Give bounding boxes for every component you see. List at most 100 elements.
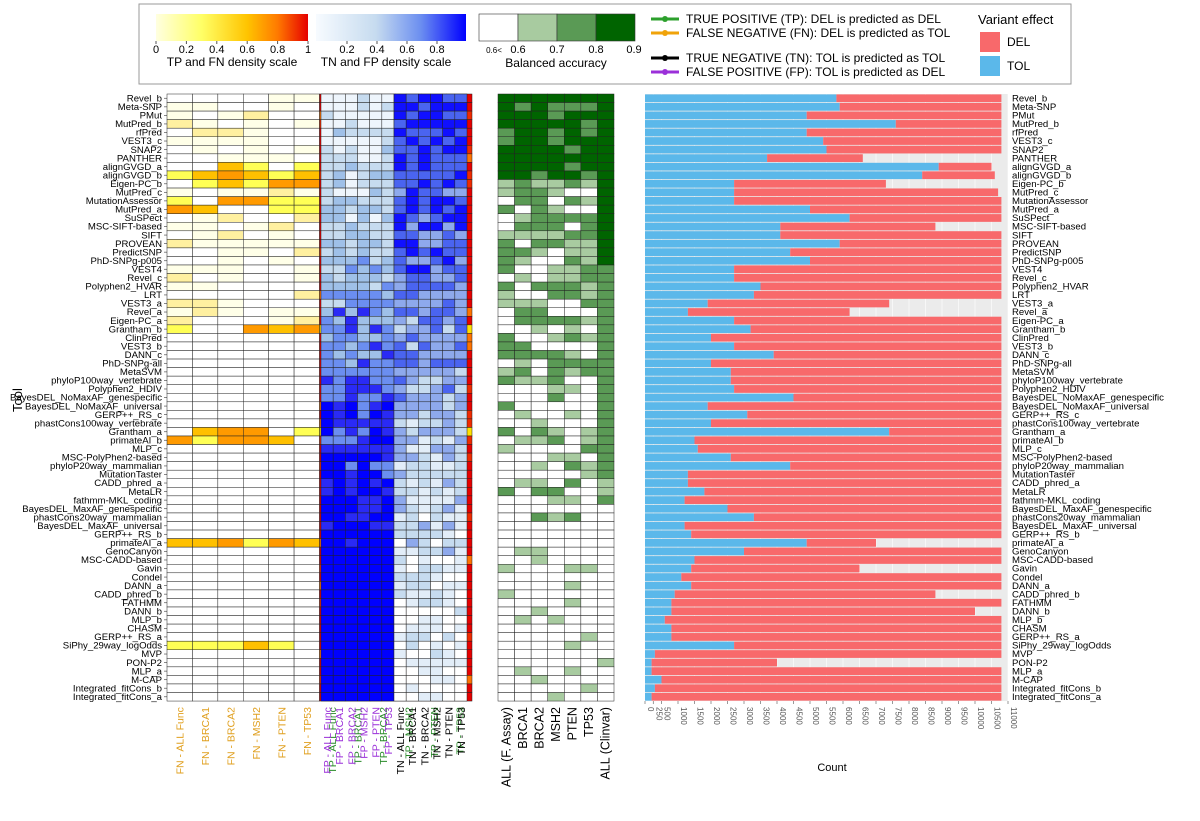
- ba-cell: [597, 623, 615, 633]
- ba-cell: [580, 170, 598, 180]
- ba-cell: [514, 187, 532, 197]
- heat-cell: [393, 675, 407, 685]
- bar-del: [767, 154, 863, 162]
- ba-cell: [530, 127, 548, 137]
- heat-cell: [442, 538, 456, 548]
- ba-cell: [514, 435, 532, 445]
- heat-cell: [192, 350, 219, 360]
- heat-cell: [418, 290, 431, 300]
- heat-cell: [268, 162, 295, 172]
- heat-cell: [381, 478, 395, 488]
- heat-cell: [217, 564, 244, 574]
- heat-cell: [320, 145, 334, 155]
- bar-del: [671, 607, 975, 616]
- heat-cell: [166, 247, 193, 257]
- ba-cell: [530, 239, 548, 249]
- heat-cell: [293, 606, 320, 616]
- heat-cell: [418, 461, 431, 471]
- ba-cell: [580, 649, 598, 659]
- heat-cell: [192, 658, 219, 668]
- tool-label-right: CADD_phred_a: [1012, 478, 1080, 489]
- heat-cell: [405, 521, 419, 531]
- heat-cell: [268, 324, 295, 334]
- heat-cell: [381, 598, 395, 608]
- heat-cell: [345, 333, 358, 343]
- heat-cell: [192, 666, 219, 676]
- heat-cell: [345, 546, 358, 556]
- tool-label-right: SiPhy_29way_logOdds: [1012, 641, 1111, 652]
- tpfn-tick-labels: 0 0.2 0.4 0.6 0.8 1: [153, 41, 311, 56]
- ba-cell: [564, 461, 582, 471]
- heat-cell: [418, 615, 431, 625]
- ba-cell: [497, 495, 515, 505]
- heat-cell: [345, 675, 358, 685]
- heat-cell: [393, 615, 407, 625]
- heat-cell: [357, 598, 370, 608]
- heat-cell: [369, 615, 383, 625]
- heat-cell: [357, 179, 370, 189]
- heat-cell: [430, 196, 443, 206]
- ba-cell: [530, 666, 548, 676]
- heat-cell: [268, 93, 295, 103]
- heat-cell: [268, 179, 295, 189]
- ba-cell: [580, 145, 598, 155]
- bar-tol: [645, 137, 824, 145]
- heat-cell: [430, 162, 443, 172]
- column-label: MSH2: [549, 707, 563, 742]
- heat-cell: [393, 367, 407, 377]
- heat-cell: [320, 529, 334, 539]
- ba-cell: [597, 367, 615, 377]
- ba-cell: [597, 478, 615, 488]
- ba-cell: [597, 487, 615, 497]
- heat-cell: [442, 281, 456, 291]
- heat-cell: [320, 401, 334, 411]
- ba-cell: [530, 110, 548, 120]
- heat-cell: [268, 384, 295, 394]
- heat-cell: [393, 504, 407, 514]
- heat-cell: [442, 675, 456, 685]
- bar-del: [793, 393, 1002, 402]
- tool-label: BayesDEL_MaxAF_universal: [37, 521, 162, 532]
- ba-cell: [547, 333, 565, 343]
- ba-cell: [497, 393, 515, 403]
- heat-cell: [357, 427, 370, 437]
- ba-cell: [514, 546, 532, 556]
- heat-cell: [442, 623, 456, 633]
- ba-cell: [514, 230, 532, 240]
- tnfp-tick: 0.6: [399, 44, 414, 56]
- heat-cell: [418, 452, 431, 462]
- heat-cell: [320, 204, 334, 214]
- ba-cell: [597, 153, 615, 163]
- heat-cell: [293, 427, 320, 437]
- heat-cell: [320, 256, 334, 266]
- heat-cell: [192, 444, 219, 454]
- heat-cell: [369, 393, 383, 403]
- heat-cell: [405, 127, 419, 137]
- column-label: TN - MSH2: [432, 707, 444, 760]
- heat-cell: [345, 290, 358, 300]
- ba-cell: [597, 110, 615, 120]
- ba-cell: [497, 598, 515, 608]
- heat-cell: [243, 564, 269, 574]
- heat-cell: [320, 307, 334, 317]
- ba-cell: [514, 145, 532, 155]
- heat-cell: [192, 230, 219, 240]
- heat-cell: [268, 666, 295, 676]
- ba-cell: [580, 478, 598, 488]
- heat-cell: [243, 187, 269, 197]
- heat-cell: [381, 145, 395, 155]
- heat-cell: [166, 367, 193, 377]
- heat-cell: [192, 316, 219, 326]
- bar-tol: [645, 496, 685, 504]
- tool-label: Meta-SNP: [118, 102, 162, 113]
- heat-cell: [430, 367, 443, 377]
- ba-cell: [564, 649, 582, 659]
- heat-cell: [243, 204, 269, 214]
- heat-cell: [192, 589, 219, 599]
- heat-cell: [293, 102, 320, 112]
- ba-cell: [547, 222, 565, 232]
- heat-cell: [345, 649, 358, 659]
- ba-cell: [547, 632, 565, 642]
- ba-cell: [564, 606, 582, 616]
- heat-cell: [418, 546, 431, 556]
